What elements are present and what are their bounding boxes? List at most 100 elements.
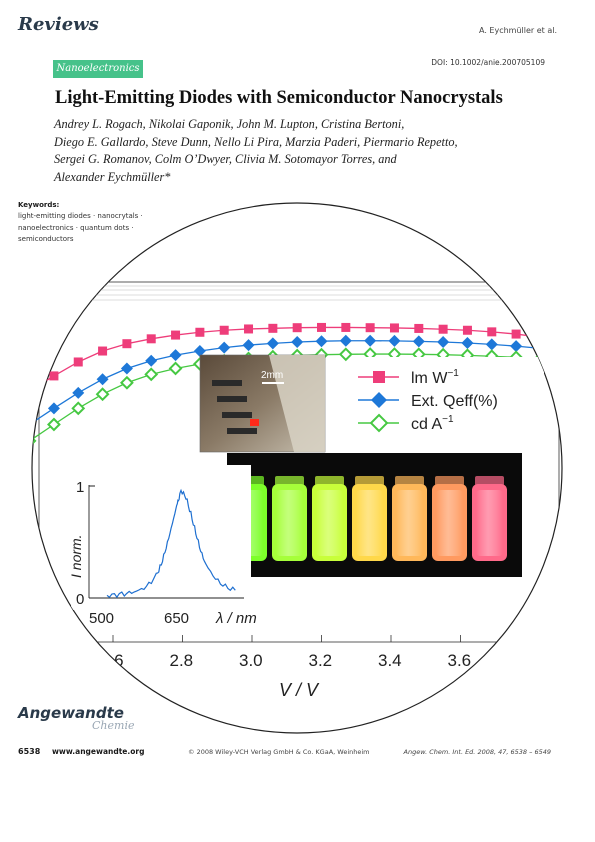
data-point	[145, 354, 158, 367]
spectrum-y-tick: 0	[76, 591, 84, 608]
data-point	[169, 349, 182, 362]
series-lm-per-w	[32, 322, 545, 396]
data-point	[32, 386, 35, 396]
journal-website-link[interactable]: www.angewandte.org	[52, 747, 145, 756]
keywords-line: nanoelectronics · quantum dots ·	[18, 223, 134, 232]
data-point	[47, 402, 60, 415]
diamond-marker-icon	[371, 392, 387, 408]
vial-cap	[435, 476, 464, 486]
data-point	[73, 357, 83, 367]
data-point	[146, 334, 156, 344]
data-point	[317, 322, 326, 332]
scale-bar-label: 2mm	[261, 370, 283, 381]
data-point	[341, 322, 351, 332]
y-tick-label: 1	[27, 390, 36, 409]
vial-highlight	[436, 490, 463, 556]
data-point	[437, 336, 450, 349]
data-point	[171, 330, 181, 340]
spectrum-y-tick: 1	[76, 479, 84, 496]
journal-logo: Angewandte	[18, 704, 124, 722]
data-point	[144, 367, 159, 382]
vial-highlight	[476, 490, 503, 556]
data-point	[71, 401, 86, 416]
data-point	[438, 324, 448, 334]
data-point	[219, 325, 229, 335]
series-line	[32, 326, 541, 392]
data-point	[218, 341, 231, 354]
category-badge: Nanoelectronics	[53, 60, 143, 78]
data-point	[266, 337, 279, 350]
data-point	[96, 373, 109, 386]
data-point	[414, 323, 424, 333]
data-point	[195, 327, 205, 337]
vial-cap	[315, 476, 344, 486]
running-authors: A. Eychmüller et al.	[478, 26, 557, 35]
author-list: Andrey L. Rogach, Nikolai Gaponik, John …	[54, 116, 458, 186]
data-point	[412, 335, 425, 348]
data-point	[72, 386, 85, 399]
x-axis-ticks: 2.6 2.8 3.0 3.2 3.4 3.6	[100, 635, 471, 670]
spectrum-x-tick: 650	[164, 610, 189, 627]
legend-label: lm W−1	[411, 368, 459, 387]
doi-link[interactable]: DOI: 10.1002/anie.200705109	[431, 58, 545, 67]
data-point	[461, 337, 474, 350]
series-line	[32, 340, 541, 426]
data-point	[462, 325, 472, 335]
data-point	[534, 342, 547, 355]
data-point	[120, 362, 133, 375]
data-point	[193, 345, 206, 358]
data-point	[47, 417, 61, 432]
data-point	[168, 361, 183, 376]
data-point	[339, 334, 352, 347]
data-point	[485, 338, 498, 351]
author-line: Alexander Eychmüller*	[54, 169, 171, 184]
vial-highlight	[276, 490, 303, 556]
legend-label: Ext. Qeff(%)	[411, 393, 498, 410]
data-point	[365, 323, 375, 333]
cover-figure: 1 0 1 2.6 2.8 3.0 3.2 3.4 3.6 V / V lm W−1 Ext…	[27, 202, 563, 734]
vial-cap	[355, 476, 384, 486]
data-point	[268, 323, 278, 333]
vial-highlight	[396, 490, 423, 556]
section-heading: Reviews	[18, 14, 99, 35]
x-tick-label: 2.6	[100, 651, 124, 670]
x-tick-label: 3.2	[309, 651, 333, 670]
spectrum-inset: 1 0 I norm. 500 650 λ / nm	[68, 465, 257, 627]
author-line: Sergei G. Romanov, Colm O’Dwyer, Clivia …	[54, 152, 397, 166]
data-point	[292, 323, 302, 333]
spectrum-x-tick: 500	[89, 610, 114, 627]
x-tick-label: 3.6	[448, 651, 472, 670]
x-tick-label: 3.0	[239, 651, 263, 670]
vial-cap	[475, 476, 504, 486]
vial-cap	[395, 476, 424, 486]
author-line: Andrey L. Rogach, Nikolai Gaponik, John …	[54, 117, 405, 131]
open-diamond-marker-icon	[369, 413, 389, 433]
data-point	[291, 336, 304, 349]
copyright: © 2008 Wiley-VCH Verlag GmbH & Co. KGaA,…	[188, 748, 370, 756]
data-point	[511, 329, 521, 339]
main-plot-frame	[38, 281, 560, 643]
vial-highlight	[316, 490, 343, 556]
page-number: 6538	[18, 747, 41, 756]
data-point	[388, 334, 401, 347]
keywords-heading: Keywords:	[18, 201, 60, 209]
data-point	[119, 375, 134, 390]
legend-label: cd A−1	[411, 414, 454, 433]
x-axis-label: V / V	[279, 680, 320, 700]
data-point	[244, 324, 254, 334]
data-point	[315, 335, 328, 348]
data-point	[49, 371, 59, 381]
data-point	[32, 418, 36, 431]
keywords-list: light-emitting diodes · nanocrytals · na…	[18, 211, 158, 246]
data-point	[122, 339, 132, 349]
vial-cap	[275, 476, 304, 486]
vials-photo-inset	[227, 453, 522, 577]
glowing-led-dot	[250, 419, 259, 426]
data-point	[364, 334, 377, 347]
keywords-line: semiconductors	[18, 235, 74, 243]
journal-logo-sub: Chemie	[92, 719, 135, 732]
citation: Angew. Chem. Int. Ed. 2008, 47, 6538 – 6…	[403, 748, 551, 756]
vial-highlight	[356, 490, 383, 556]
device-photo-inset: 2mm	[199, 354, 326, 453]
article-title: Light-Emitting Diodes with Semiconductor…	[55, 88, 503, 108]
